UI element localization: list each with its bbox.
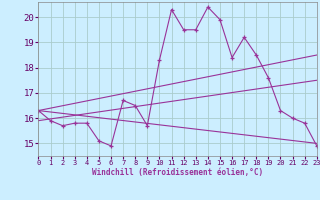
X-axis label: Windchill (Refroidissement éolien,°C): Windchill (Refroidissement éolien,°C) [92, 168, 263, 177]
